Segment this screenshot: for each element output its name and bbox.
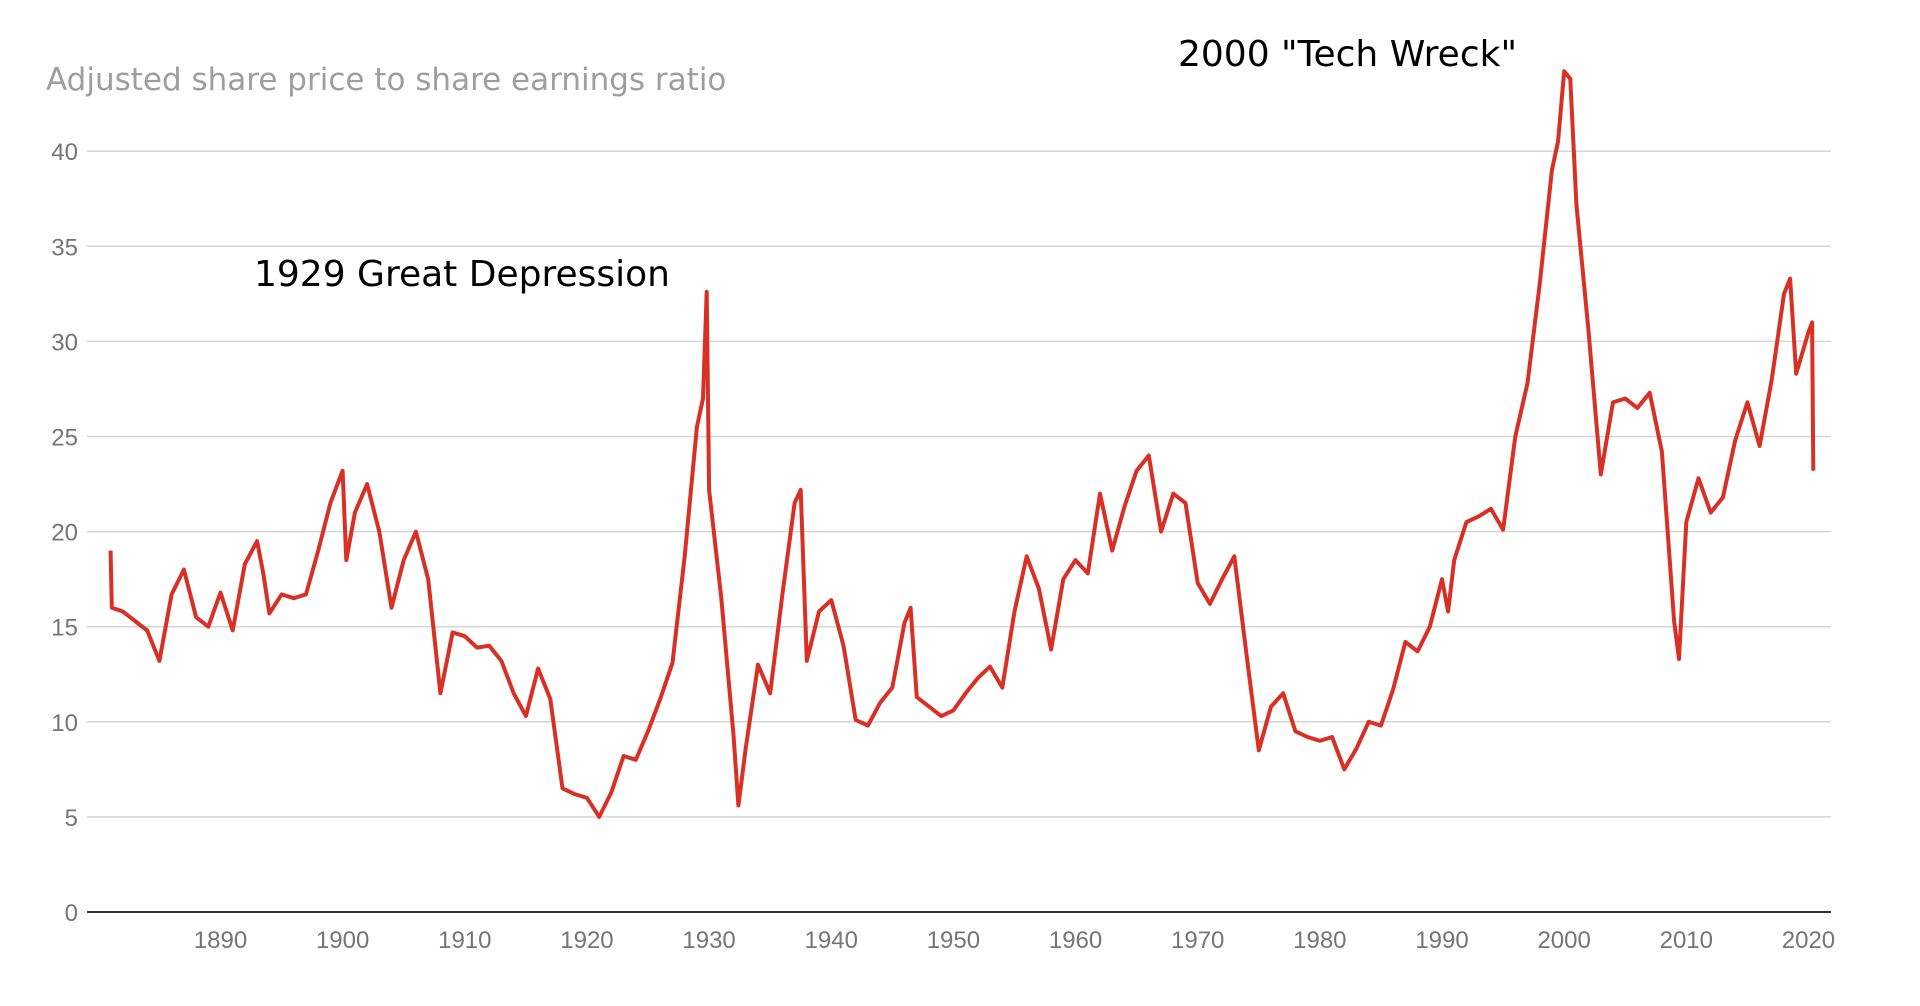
annotation-1929: 1929 Great Depression <box>254 254 670 295</box>
x-tick-label: 1960 <box>1049 927 1102 954</box>
x-tick-label: 1890 <box>194 927 247 954</box>
x-tick-label: 1970 <box>1171 927 1224 954</box>
y-tick-label: 30 <box>51 329 78 356</box>
x-tick-label: 1900 <box>316 927 369 954</box>
x-tick-label: 2000 <box>1537 927 1590 954</box>
x-tick-label: 1950 <box>927 927 980 954</box>
y-tick-label: 25 <box>51 425 78 452</box>
x-tick-label: 1990 <box>1415 927 1468 954</box>
x-tick-label: 1930 <box>682 927 735 954</box>
y-tick-label: 5 <box>65 805 78 832</box>
x-tick-label: 1980 <box>1293 927 1346 954</box>
x-tick-label: 1910 <box>438 927 491 954</box>
x-tick-label: 1920 <box>560 927 613 954</box>
y-axis: 0 5 10 15 20 25 30 35 40 <box>51 139 78 927</box>
y-tick-label: 15 <box>51 615 78 642</box>
x-axis: 1890 1900 1910 1920 1930 1940 1950 1960 1970 1980… <box>194 927 1835 954</box>
y-tick-label: 0 <box>65 900 78 927</box>
gridlines <box>87 150 1831 913</box>
y-tick-label: 35 <box>51 234 78 261</box>
annotation-2000: 2000 "Tech Wreck" <box>1178 34 1517 75</box>
x-tick-label: 1940 <box>805 927 858 954</box>
y-tick-label: 40 <box>51 139 78 166</box>
x-tick-label: 2010 <box>1660 927 1713 954</box>
series-line <box>108 69 1816 819</box>
y-tick-label: 10 <box>51 710 78 737</box>
x-tick-label: 2020 <box>1782 927 1835 954</box>
chart-title: Adjusted share price to share earnings r… <box>46 62 726 98</box>
y-tick-label: 20 <box>51 520 78 547</box>
